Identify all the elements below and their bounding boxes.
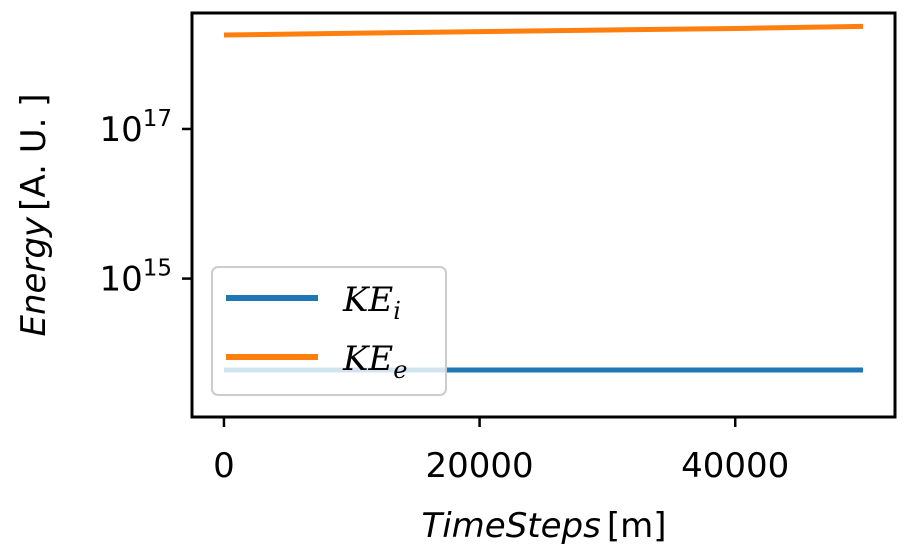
y-tick-label: 1015 — [99, 256, 172, 300]
y-axis-label-unit: [A. U. ] — [14, 94, 54, 211]
x-axis-ticks: 0 20000 40000 — [213, 417, 789, 486]
x-axis-label: TimeSteps [m] — [421, 506, 666, 546]
legend: KEi KEe — [211, 266, 447, 396]
legend-label-ke-e: KEe — [342, 339, 407, 384]
series-line-ke-e — [223, 23, 864, 38]
x-axis-label-unit: [m] — [607, 506, 667, 546]
y-axis-label-name: Energy — [14, 216, 54, 337]
legend-label-ke-i: KEi — [342, 280, 401, 325]
y-axis-label: Energy [A. U. ] — [14, 94, 54, 337]
x-tick-label: 0 — [213, 446, 235, 486]
legend-frame — [211, 266, 447, 396]
x-tick-label: 40000 — [681, 446, 789, 486]
y-axis-ticks: 1015 1017 — [99, 106, 192, 300]
y-tick-label: 1017 — [99, 106, 172, 150]
x-axis-label-name: TimeSteps — [421, 506, 600, 546]
x-tick-label: 20000 — [426, 446, 534, 486]
plot-frame — [190, 11, 897, 419]
